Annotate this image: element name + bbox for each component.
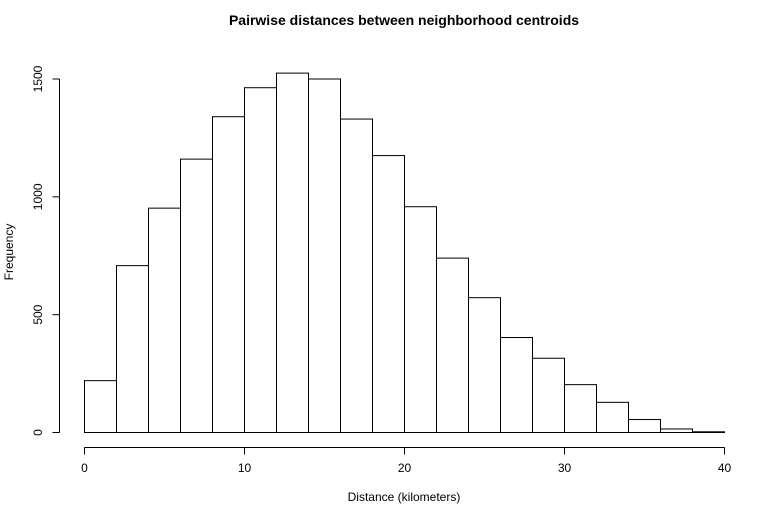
histogram-bar [436,257,469,433]
chart-title: Pairwise distances between neighborhood … [229,12,579,28]
histogram-bar [468,297,501,433]
x-tick-label: 0 [81,461,88,475]
x-axis-label: Distance (kilometers) [348,490,461,504]
histogram-bar [692,431,725,433]
histogram-bar [564,384,597,433]
histogram-bar [404,206,437,433]
histogram-bar [148,207,181,433]
y-axis: 0 500 1000 1500 [31,65,60,436]
y-tick-label: 1000 [31,183,45,210]
histogram-bar [116,265,149,434]
x-tick-label: 20 [398,461,412,475]
histogram-bar [308,78,341,433]
histogram-bar [244,87,277,433]
y-tick-label: 1500 [31,65,45,92]
x-tick-label: 40 [718,461,732,475]
histogram-bar [596,401,629,433]
histogram-bar [84,380,117,433]
bars-group [84,72,725,434]
histogram-bar [212,116,245,433]
histogram-bar [276,72,309,433]
histogram-bar [340,118,373,434]
y-tick-label: 0 [31,429,45,436]
x-tick-label: 30 [558,461,572,475]
x-tick-label: 10 [238,461,252,475]
histogram-bar [532,357,565,434]
histogram-bar [660,428,693,433]
histogram-bar [628,419,661,433]
histogram-bar [500,337,533,433]
y-tick-label: 500 [31,304,45,324]
y-axis-label: Frequency [2,224,16,281]
histogram-bar [180,158,213,433]
x-axis: 0 10 20 30 40 [81,447,732,475]
histogram-bar [372,155,405,433]
